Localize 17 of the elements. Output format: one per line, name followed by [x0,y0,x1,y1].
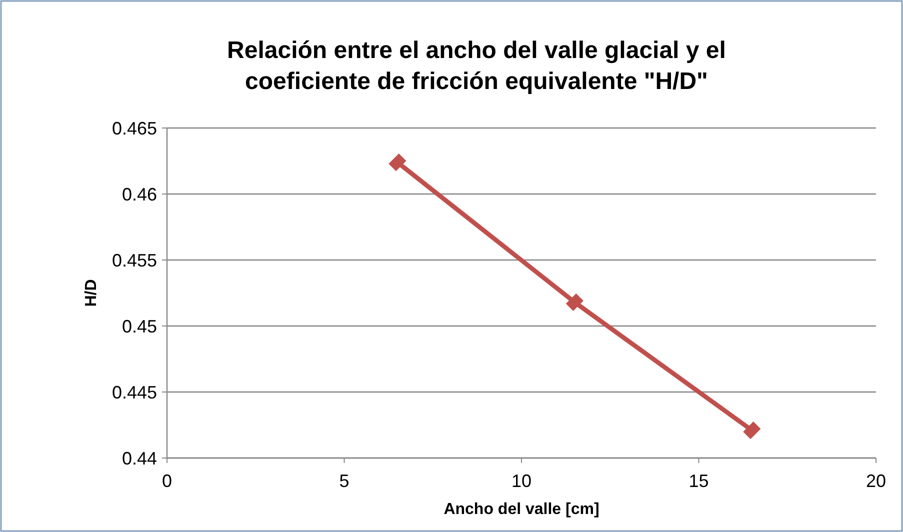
chart-title: Relación entre el ancho del valle glacial y el coeficiente de fricción equivalente "H/D" [227,37,726,95]
x-tick-label: 20 [866,471,886,491]
x-tick-label: 15 [688,471,709,491]
y-tick-label: 0.45 [122,316,157,336]
y-tick-label: 0.46 [122,184,157,204]
x-axis-title: Ancho del valle [cm] [444,501,600,518]
point [743,421,761,440]
point [566,293,584,312]
x-tick-label: 0 [162,471,172,491]
y-tick-label: 0.445 [112,382,157,402]
y-axis-title: H/D [83,279,100,307]
point [388,154,406,172]
y-tick-label: 0.455 [112,250,157,270]
x-tick-label: 5 [339,471,350,491]
y-tick-label: 0.465 [112,118,157,138]
y-tick-label: 0.44 [122,448,157,468]
x-tick-label: 10 [511,471,532,491]
